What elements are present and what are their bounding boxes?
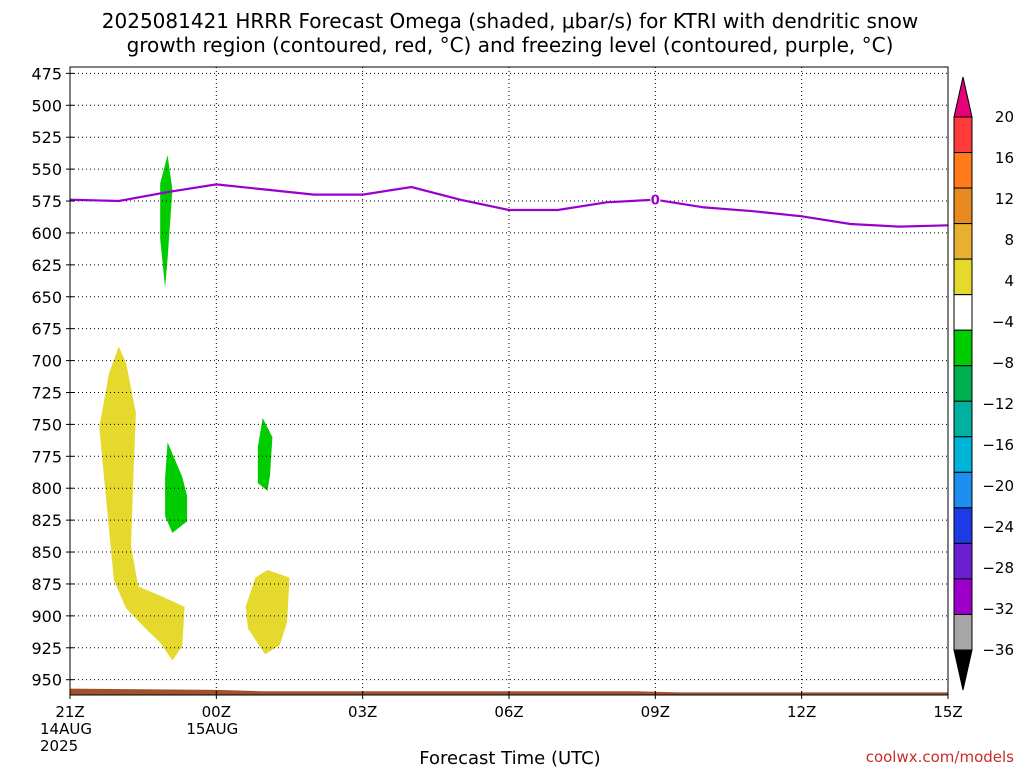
y-tick-label: 925 — [31, 639, 62, 658]
y-tick-label: 850 — [31, 543, 62, 562]
colorbar-label: −16 — [982, 436, 1014, 454]
colorbar-bin — [953, 542, 973, 580]
freezing-level-label: 0 — [651, 194, 660, 209]
x-tick-label: 14AUG — [40, 720, 92, 738]
colorbar-label: 12 — [995, 190, 1014, 208]
axes: 475 500 525 550 575 600 625 650 675 700 725 750 775 8… — [31, 64, 962, 755]
colorbar-label: −28 — [982, 559, 1014, 577]
colorbar-label: −8 — [992, 354, 1014, 372]
colorbar-label: −32 — [982, 600, 1014, 618]
x-tick-label: 09Z — [641, 703, 670, 721]
y-tick-label: 725 — [31, 383, 62, 402]
colorbar-bin — [953, 507, 973, 544]
colorbar-label: −36 — [982, 641, 1014, 659]
omega-region-4 — [257, 418, 273, 491]
y-tick-label: 550 — [31, 160, 62, 179]
colorbar-label: −12 — [982, 395, 1014, 413]
omega-region-3 — [165, 442, 188, 533]
omega-region-5 — [245, 569, 290, 655]
colorbar-label: 8 — [1004, 231, 1014, 249]
x-tick-label: 12Z — [787, 703, 816, 721]
plot-area: 0 — [69, 67, 949, 695]
x-axis-label: Forecast Time (UTC) — [419, 748, 600, 768]
x-tick-label: 06Z — [494, 703, 523, 721]
y-tick-label: 650 — [31, 288, 62, 307]
colorbar-bin — [953, 187, 973, 225]
y-tick-label: 800 — [31, 479, 62, 498]
y-tick-label: 675 — [31, 320, 62, 339]
colorbar-bin — [953, 400, 973, 438]
colorbar-bin — [953, 116, 973, 154]
y-tick-label: 875 — [31, 575, 62, 594]
plot-frame — [69, 66, 949, 696]
omega-region-2 — [99, 346, 185, 661]
colorbar-bottom-arrow — [953, 649, 973, 691]
colorbar-label: −20 — [982, 477, 1014, 495]
colorbar-bin — [953, 329, 973, 367]
x-tick-label: 2025 — [40, 737, 78, 755]
x-tick-label: 21Z — [55, 703, 84, 721]
colorbar-bin — [953, 436, 973, 473]
y-tick-label: 500 — [31, 96, 62, 115]
omega-region-1 — [160, 155, 173, 288]
y-tick-label: 625 — [31, 256, 62, 275]
colorbar-bin — [953, 223, 973, 260]
y-tick-label: 575 — [31, 192, 62, 211]
y-tick-label: 525 — [31, 128, 62, 147]
colorbar-label: −24 — [982, 518, 1014, 536]
colorbar-bin — [953, 365, 973, 402]
colorbar-bin — [953, 471, 973, 509]
freezing-level-line — [69, 183, 949, 228]
credit-link[interactable]: coolwx.com/models — [866, 748, 1014, 766]
y-tick-label: 775 — [31, 447, 62, 466]
y-tick-label: 950 — [31, 671, 62, 690]
colorbar-label: 16 — [995, 149, 1014, 167]
x-tick-label: 15Z — [933, 703, 962, 721]
colorbar: 20 16 12 8 4 −4 −8 −12 −16 −20 −24 −28 −32 −36 — [953, 76, 1014, 691]
colorbar-label: −4 — [992, 313, 1014, 331]
y-tick-label: 825 — [31, 511, 62, 530]
colorbar-bin — [953, 258, 973, 296]
chart-title-line-2: growth region (contoured, red, °C) and f… — [127, 33, 894, 57]
y-tick-label: 600 — [31, 224, 62, 243]
freezing-level-label-bg — [650, 191, 661, 206]
colorbar-label: 20 — [995, 108, 1014, 126]
chart-title-line-1: 2025081421 HRRR Forecast Omega (shaded, … — [102, 9, 918, 33]
x-tick-label: 15AUG — [186, 720, 238, 738]
colorbar-bin — [953, 152, 973, 189]
colorbar-bin — [953, 613, 973, 651]
colorbar-bin — [953, 578, 973, 615]
y-tick-label: 750 — [31, 415, 62, 434]
colorbar-label: 4 — [1004, 272, 1014, 290]
x-tick-label: 00Z — [202, 703, 231, 721]
y-tick-label: 900 — [31, 607, 62, 626]
y-tick-label: 700 — [31, 352, 62, 371]
y-tick-label: 475 — [31, 64, 62, 83]
colorbar-top-arrow — [953, 76, 973, 118]
x-tick-label: 03Z — [348, 703, 377, 721]
colorbar-bin — [953, 294, 973, 331]
